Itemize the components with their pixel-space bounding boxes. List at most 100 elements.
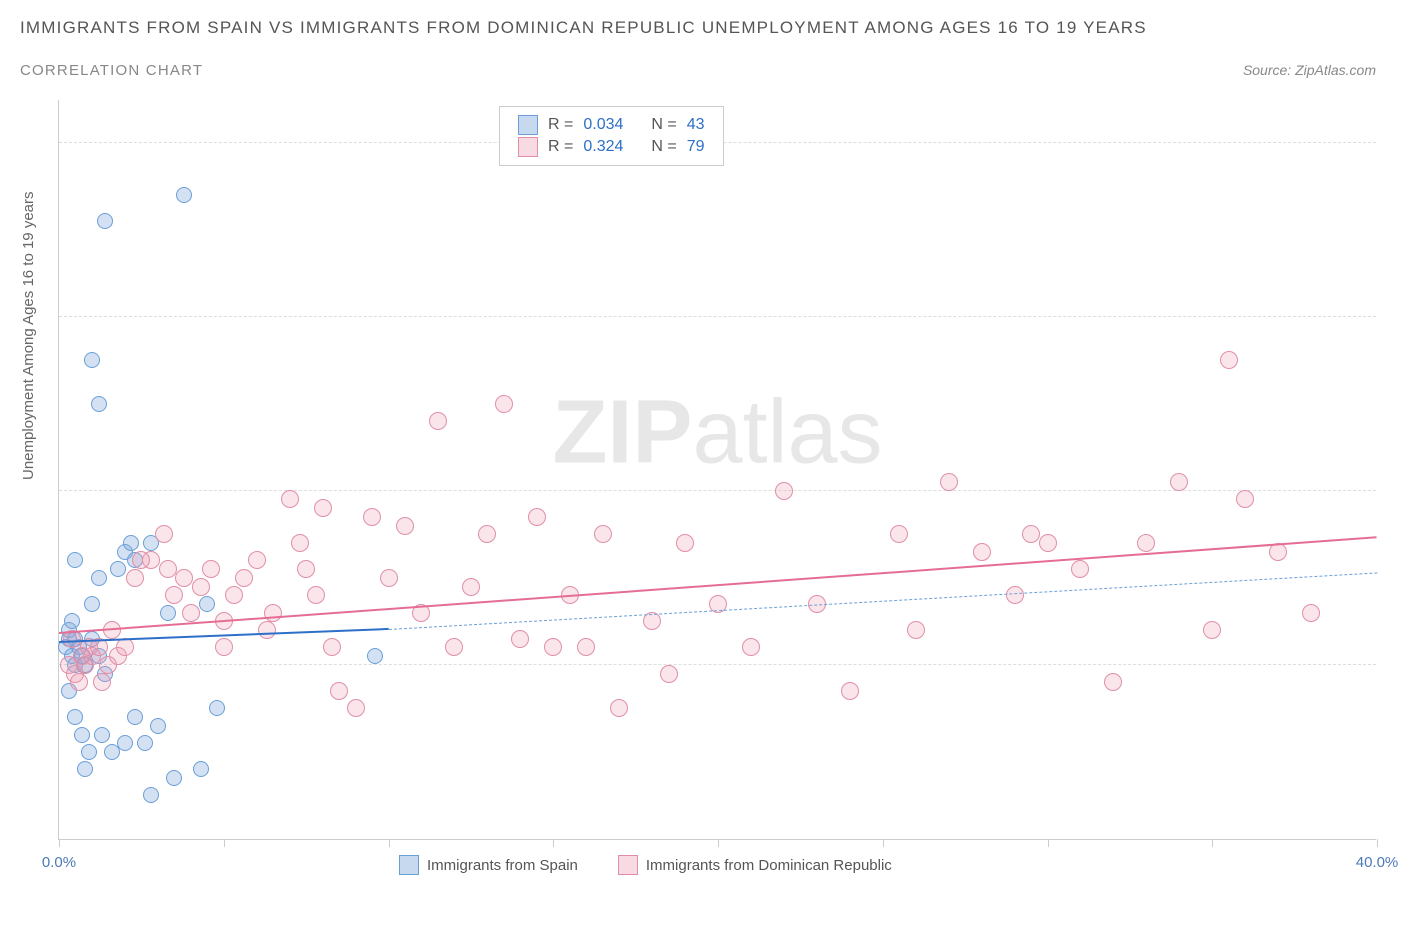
data-point [225,586,243,604]
x-tick [224,839,225,847]
watermark: ZIPatlas [552,381,882,484]
data-point [1006,586,1024,604]
data-point [132,551,150,569]
data-point [110,561,126,577]
data-point [1137,534,1155,552]
legend-item: Immigrants from Dominican Republic [618,855,892,875]
data-point [396,517,414,535]
data-point [610,699,628,717]
data-point [202,560,220,578]
data-point [150,718,166,734]
r-label: R = [548,138,573,156]
chart-title: IMMIGRANTS FROM SPAIN VS IMMIGRANTS FROM… [20,18,1147,38]
data-point [67,709,83,725]
corr-legend-row: R = 0.324 N = 79 [518,137,705,157]
data-point [973,543,991,561]
legend-swatch-blue [399,855,419,875]
data-point [742,638,760,656]
x-tick [59,839,60,847]
data-point [1104,673,1122,691]
data-point [160,605,176,621]
data-point [291,534,309,552]
data-point [182,604,200,622]
data-point [660,665,678,683]
data-point [841,682,859,700]
data-point [429,412,447,430]
data-point [64,613,80,629]
data-point [97,213,113,229]
data-point [907,621,925,639]
n-label: N = [651,116,676,134]
data-point [297,560,315,578]
data-point [1236,490,1254,508]
data-point [330,682,348,700]
data-point [84,596,100,612]
source-attribution: Source: ZipAtlas.com [1243,62,1376,78]
data-point [248,551,266,569]
data-point [511,630,529,648]
data-point [67,552,83,568]
gridline [59,316,1376,317]
data-point [577,638,595,656]
data-point [544,638,562,656]
x-tick [389,839,390,847]
data-point [93,673,111,691]
data-point [165,586,183,604]
data-point [478,525,496,543]
data-point [281,490,299,508]
data-point [137,735,153,751]
x-tick [718,839,719,847]
y-tick-label: 60.0% [1386,291,1406,308]
x-tick [1377,839,1378,847]
correlation-legend: R = 0.034 N = 43 R = 0.324 N = 79 [499,106,724,166]
n-label: N = [651,138,676,156]
scatter-plot: ZIPatlas R = 0.034 N = 43 R = 0.324 N = … [58,100,1376,840]
data-point [1071,560,1089,578]
chart-area: ZIPatlas R = 0.034 N = 43 R = 0.324 N = … [58,100,1376,870]
legend-label: Immigrants from Spain [427,857,578,874]
data-point [775,482,793,500]
data-point [94,727,110,743]
data-point [215,638,233,656]
data-point [155,525,173,543]
data-point [676,534,694,552]
y-tick-label: 40.0% [1386,465,1406,482]
data-point [127,709,143,725]
data-point [116,638,134,656]
r-value: 0.034 [583,116,623,134]
data-point [117,735,133,751]
data-point [367,648,383,664]
x-tick [553,839,554,847]
y-tick-label: 80.0% [1386,117,1406,134]
data-point [495,395,513,413]
watermark-bold: ZIP [552,382,692,482]
legend-swatch-blue [518,115,538,135]
data-point [528,508,546,526]
data-point [1170,473,1188,491]
data-point [594,525,612,543]
data-point [126,569,144,587]
series-legend: Immigrants from Spain Immigrants from Do… [399,855,892,875]
data-point [166,770,182,786]
data-point [1203,621,1221,639]
data-point [159,560,177,578]
data-point [175,569,193,587]
data-point [192,578,210,596]
x-tick [1048,839,1049,847]
data-point [235,569,253,587]
legend-item: Immigrants from Spain [399,855,578,875]
trend-line [388,572,1377,630]
x-tick-label: 40.0% [1356,854,1399,871]
x-tick-label: 0.0% [42,854,76,871]
gridline [59,664,1376,665]
data-point [314,499,332,517]
n-value: 79 [687,138,705,156]
data-point [70,673,88,691]
data-point [176,187,192,203]
data-point [347,699,365,717]
legend-label: Immigrants from Dominican Republic [646,857,892,874]
y-tick-label: 20.0% [1386,639,1406,656]
data-point [1039,534,1057,552]
data-point [143,787,159,803]
data-point [1022,525,1040,543]
